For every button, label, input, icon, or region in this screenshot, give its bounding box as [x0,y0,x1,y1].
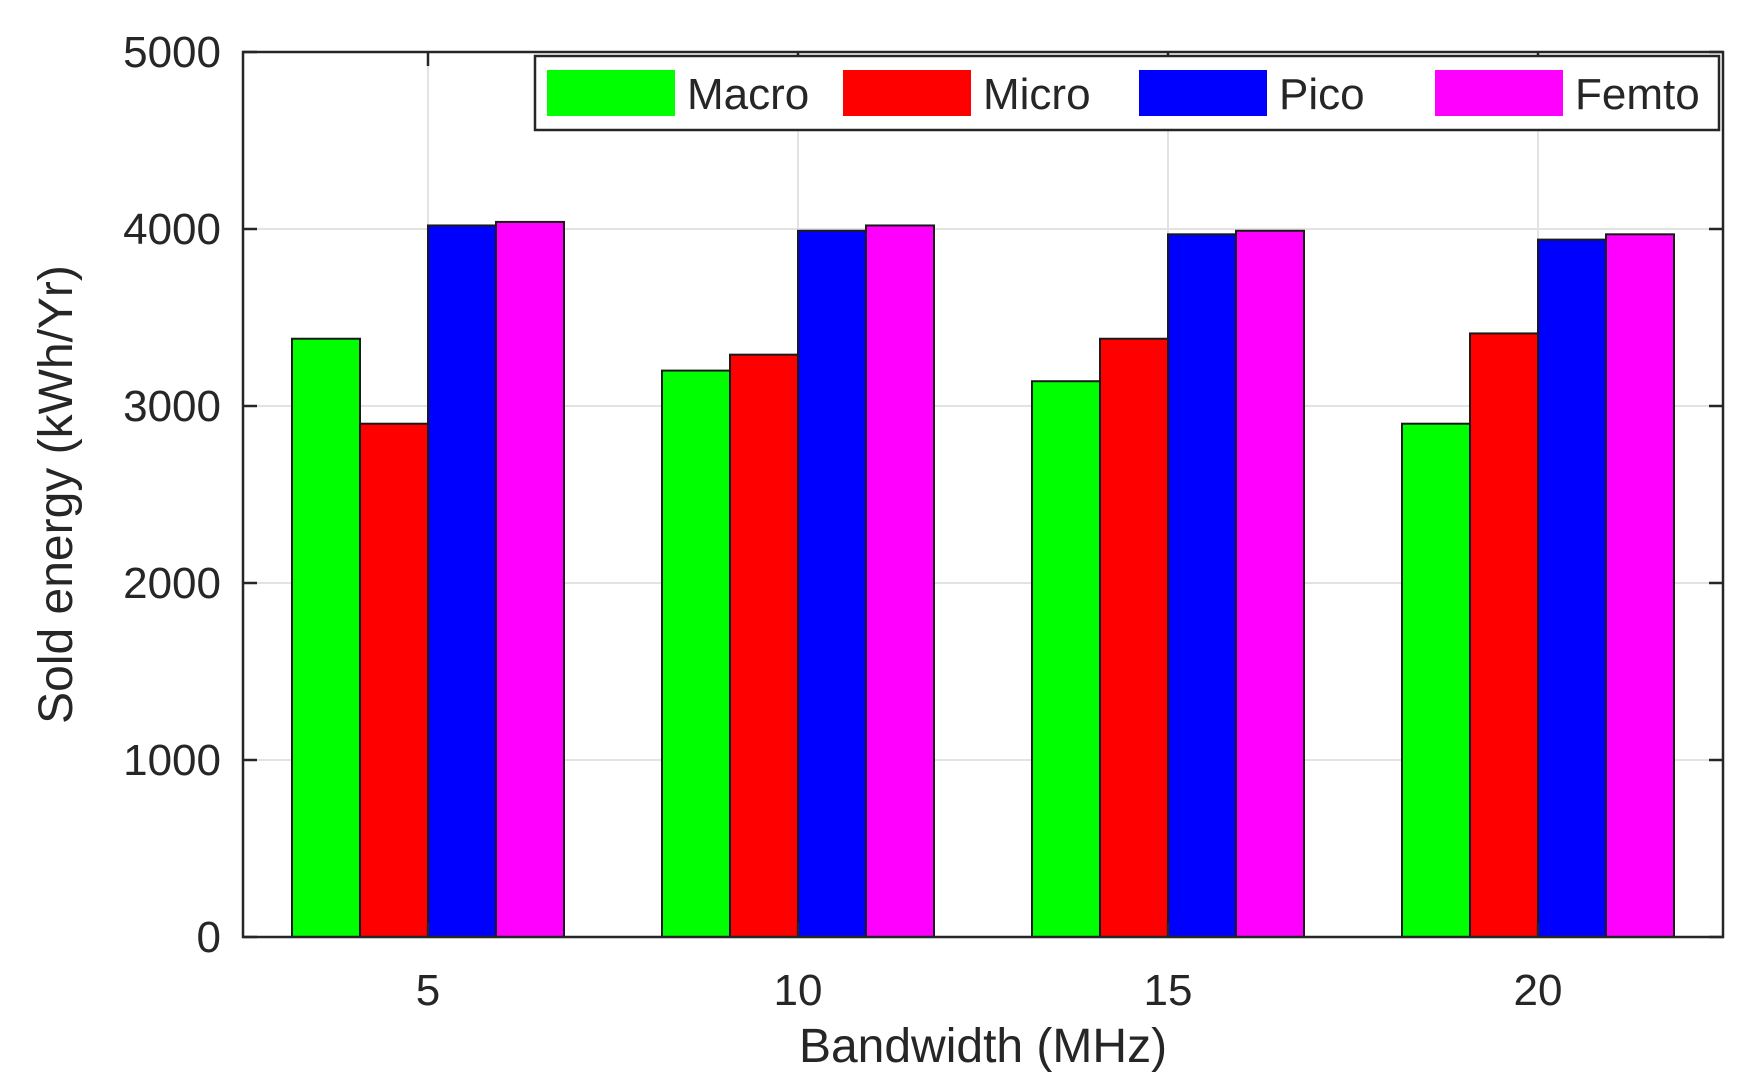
y-axis-label: Sold energy (kWh/Yr) [30,265,83,724]
bar-macro-10 [661,369,731,939]
x-tick-label: 10 [774,966,823,1015]
legend-label-femto: Femto [1575,70,1700,119]
y-tick-label: 2000 [123,559,221,608]
legend-swatch-femto [1435,70,1563,116]
x-tick-labels: 5 10 15 20 [416,966,1563,1015]
legend-label-micro: Micro [983,70,1091,119]
bar-femto-20 [1605,233,1675,938]
bar-micro-15 [1099,337,1169,938]
x-tick-label: 20 [1514,966,1563,1015]
legend-swatch-pico [1139,70,1267,116]
bar-macro-5 [291,337,361,938]
bar-pico-15 [1167,233,1237,938]
y-tick-label: 3000 [123,382,221,431]
y-tick-label: 1000 [123,736,221,785]
y-tick-label: 0 [197,913,221,962]
bar-pico-20 [1537,238,1607,938]
bar-micro-5 [359,422,429,938]
x-tick-label: 5 [416,966,440,1015]
bar-pico-10 [797,229,867,938]
y-tick-label: 4000 [123,205,221,254]
legend-label-pico: Pico [1279,70,1365,119]
legend-swatch-macro [547,70,675,116]
y-tick-labels: 0 1000 2000 3000 4000 5000 [123,28,221,962]
legend-swatch-micro [843,70,971,116]
legend-label-macro: Macro [687,70,809,119]
x-tick-label: 15 [1144,966,1193,1015]
bar-macro-15 [1031,380,1101,939]
legend: Macro Micro Pico Femto [533,54,1721,132]
bar-micro-10 [729,353,799,939]
y-tick-label: 5000 [123,28,221,77]
bar-femto-15 [1235,229,1305,938]
bar-micro-20 [1469,332,1539,938]
x-axis-label: Bandwidth (MHz) [799,1020,1167,1073]
bar-pico-5 [427,224,497,938]
bars [291,220,1675,939]
bar-macro-20 [1401,422,1471,938]
plot-frame [241,50,1725,939]
bar-femto-5 [495,220,565,939]
bar-femto-10 [865,224,935,938]
